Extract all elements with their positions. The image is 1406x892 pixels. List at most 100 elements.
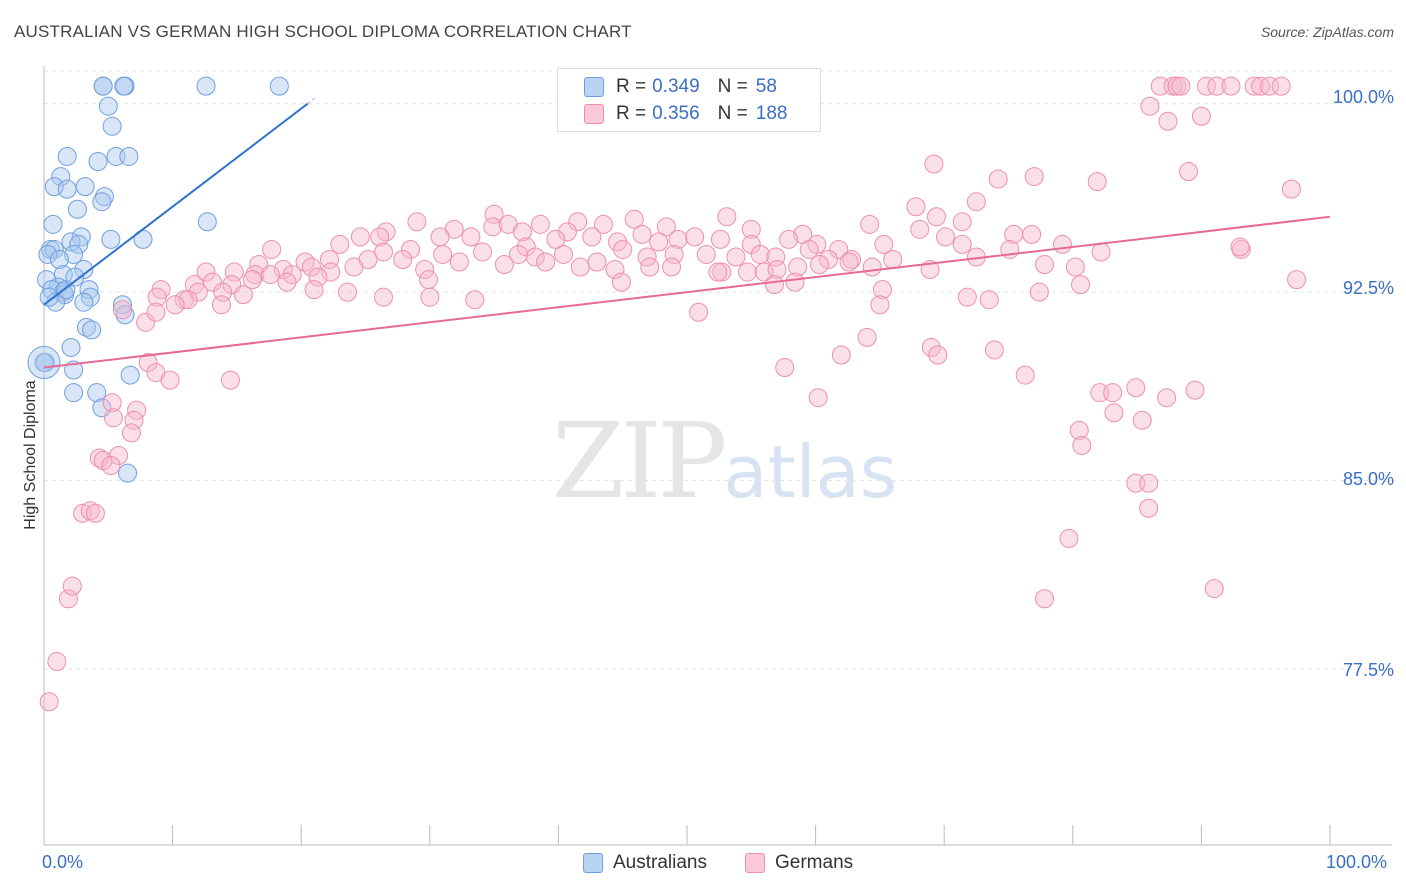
australians-swatch [584, 77, 604, 97]
germans-point [737, 262, 757, 282]
zipatlas-watermark: ZIPatlas [552, 400, 897, 522]
germans-point [393, 249, 413, 269]
australians-point [87, 383, 107, 403]
legend-item-germans[interactable]: Germans [745, 852, 853, 874]
australians-point [57, 146, 77, 166]
x-tick-label-max: 100.0% [1326, 852, 1388, 872]
germans-point [146, 302, 166, 322]
germans-point [831, 345, 851, 365]
germans-point [1140, 96, 1160, 116]
germans-point [401, 239, 421, 259]
germans-point [202, 272, 222, 292]
germans-point [662, 257, 682, 277]
germans-point [295, 252, 315, 272]
germans-point [1191, 106, 1211, 126]
germans-point [1287, 270, 1307, 290]
germans-point [624, 209, 644, 229]
germans-point [649, 232, 669, 252]
germans-point [906, 197, 926, 217]
germans-point [465, 290, 485, 310]
australians-point [67, 199, 87, 219]
germans-point [509, 244, 529, 264]
stats-legend: R = 0.349 N = 58 R = 0.356 N = 188 [557, 68, 821, 132]
r-value: 0.349 [652, 76, 700, 97]
australians-point [197, 212, 217, 232]
germans-point [1015, 365, 1035, 385]
australians-point [102, 116, 122, 136]
germans-point [260, 265, 280, 285]
germans-point [58, 589, 78, 609]
germans-point [124, 410, 144, 430]
germans-point [839, 252, 859, 272]
australians-point [51, 167, 71, 187]
germans-point [1072, 435, 1092, 455]
germans-point [924, 154, 944, 174]
australians-point [115, 305, 135, 325]
germans-point [536, 252, 556, 272]
germans-point [301, 257, 321, 277]
australians-point [43, 214, 63, 234]
germans-point [842, 249, 862, 269]
germans-point [587, 252, 607, 272]
y-tick-label: 100.0% [1332, 87, 1394, 107]
germans-point [809, 255, 829, 275]
watermark-zip: ZIP [552, 400, 727, 522]
australians-point [39, 287, 59, 307]
germans-point [570, 257, 590, 277]
australians-point [82, 320, 102, 340]
australians-point [61, 337, 81, 357]
germans-swatch [584, 104, 604, 124]
australians-point [93, 76, 113, 96]
r-label: R = [616, 76, 647, 97]
germans-point [1221, 76, 1241, 96]
germans-point [872, 280, 892, 300]
germans-point [165, 295, 185, 315]
germans-point [112, 300, 132, 320]
germans-point [862, 257, 882, 277]
germans-point [605, 260, 625, 280]
germans-point [1185, 380, 1205, 400]
germans-point [449, 252, 469, 272]
germans-point [664, 244, 684, 264]
germans-point [273, 260, 293, 280]
n-label: N = [717, 103, 748, 124]
australians-point [101, 229, 121, 249]
germans-point [47, 652, 67, 672]
germans-point [1035, 589, 1055, 609]
germans-point [308, 267, 328, 287]
germans-point [1260, 76, 1280, 96]
germans-point [473, 242, 493, 262]
germans-point [62, 576, 82, 596]
series-legend: Australians Germans [0, 852, 1406, 876]
germans-point [775, 358, 795, 378]
australians-point [64, 244, 84, 264]
australians-point [88, 151, 108, 171]
germans-point [926, 207, 946, 227]
germans-point [85, 503, 105, 523]
germans-point [1126, 378, 1146, 398]
r-label: R = [616, 103, 647, 124]
germans-point [966, 192, 986, 212]
germans-point [1139, 498, 1159, 518]
australians-point [65, 267, 85, 287]
germans-point [808, 388, 828, 408]
australians-point [119, 146, 139, 166]
germans-point [799, 239, 819, 259]
germans-point [370, 227, 390, 247]
australians-point [92, 192, 112, 212]
germans-point [103, 408, 123, 428]
germans-point [988, 169, 1008, 189]
germans-point [39, 692, 59, 712]
germans-point [80, 501, 100, 521]
germans-point [304, 280, 324, 300]
germans-point [785, 272, 805, 292]
germans-point [344, 257, 364, 277]
legend-item-australians[interactable]: Australians [583, 852, 707, 874]
germans-point [726, 247, 746, 267]
germans-trend-line [43, 215, 1331, 369]
germans-point [779, 229, 799, 249]
germans-point [1171, 76, 1191, 96]
australians-point [75, 177, 95, 197]
germans-point [196, 262, 216, 282]
australians-point [196, 76, 216, 96]
